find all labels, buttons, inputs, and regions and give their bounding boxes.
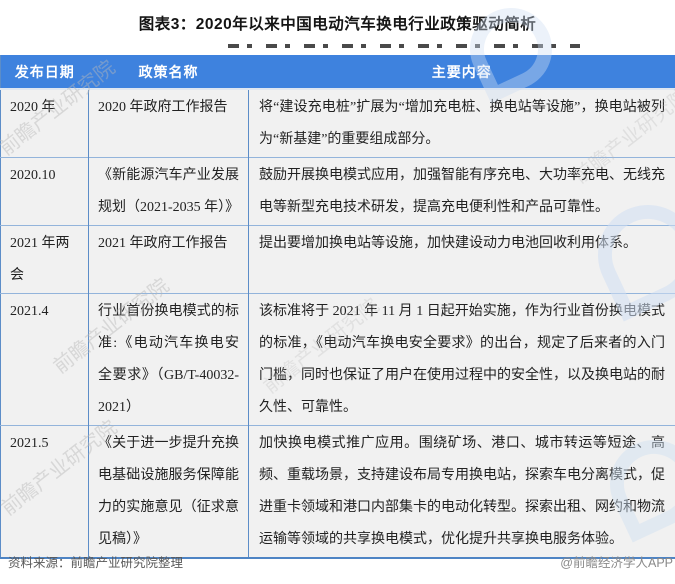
brand-note: @前瞻经济学人APP: [560, 556, 673, 570]
cell-content: 提出要增加换电站等设施，加快建设动力电池回收利用体系。: [248, 225, 675, 294]
cell-date: 2020.10: [0, 157, 89, 226]
cell-policy: 《关于进一步提升充换电基础设施服务保障能力的实施意见（征求意见稿）》: [88, 425, 249, 559]
table-row: 2021.4 行业首份换电模式的标准:《电动汽车换电安全要求》（GB/T-400…: [0, 293, 675, 426]
header-cell-policy: 政策名称: [88, 55, 249, 90]
cell-content: 该标准将于 2021 年 11 月 1 日起开始实施，作为行业首份换电模式的标准…: [248, 293, 675, 426]
header-cell-content: 主要内容: [248, 55, 675, 90]
cell-content: 鼓励开展换电模式应用，加强智能有序充电、大功率充电、无线充电等新型充电技术研发，…: [248, 157, 675, 226]
table-row: 2020.10 《新能源汽车产业发展规划（2021-2035 年）》 鼓励开展换…: [0, 157, 675, 226]
cell-date: 2021 年两会: [0, 225, 89, 294]
table-header-row: 发布日期 政策名称 主要内容: [0, 55, 675, 90]
cell-date: 2020 年: [0, 89, 89, 158]
page-title: 图表3：2020年以来中国电动汽车换电行业政策驱动简析: [138, 16, 537, 33]
cell-date: 2021.5: [0, 425, 89, 559]
source-note: 资料来源：前瞻产业研究院整理: [8, 556, 184, 570]
table-row: 2021.5 《关于进一步提升充换电基础设施服务保障能力的实施意见（征求意见稿）…: [0, 425, 675, 559]
cell-policy: 2020 年政府工作报告: [88, 89, 249, 158]
clipped-text-artifact: [228, 44, 580, 48]
cell-policy: 《新能源汽车产业发展规划（2021-2035 年）》: [88, 157, 249, 226]
table-row: 2020 年 2020 年政府工作报告 将“建设充电桩”扩展为“增加充电桩、换电…: [0, 89, 675, 158]
cell-content: 加快换电模式推广应用。围绕矿场、港口、城市转运等短途、高频、重载场景，支持建设布…: [248, 425, 675, 559]
cell-policy: 2021 年政府工作报告: [88, 225, 249, 294]
cell-policy: 行业首份换电模式的标准:《电动汽车换电安全要求》（GB/T-40032-2021…: [88, 293, 249, 426]
policy-table: 发布日期 政策名称 主要内容 2020 年 2020 年政府工作报告 将“建设充…: [0, 55, 675, 559]
cell-content: 将“建设充电桩”扩展为“增加充电桩、换电站等设施”，换电站被列为“新基建”的重要…: [248, 89, 675, 158]
table-row: 2021 年两会 2021 年政府工作报告 提出要增加换电站等设施，加快建设动力…: [0, 225, 675, 294]
header-cell-date: 发布日期: [0, 55, 89, 90]
cell-date: 2021.4: [0, 293, 89, 426]
